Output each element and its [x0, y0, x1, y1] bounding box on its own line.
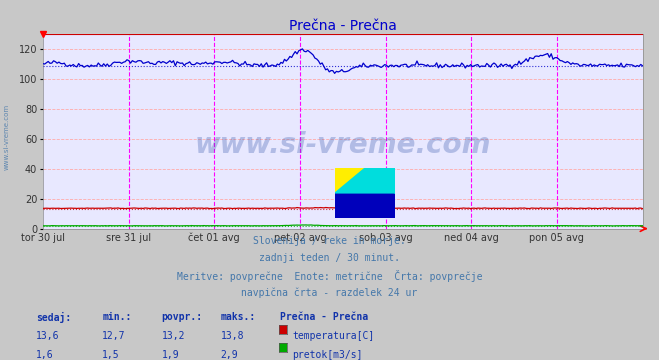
Text: temperatura[C]: temperatura[C] — [292, 331, 374, 341]
Polygon shape — [335, 193, 395, 218]
Text: Prečna - Prečna: Prečna - Prečna — [280, 312, 368, 322]
Text: 13,8: 13,8 — [221, 331, 244, 341]
Polygon shape — [335, 168, 395, 193]
Text: 2,9: 2,9 — [221, 350, 239, 360]
Text: sedaj:: sedaj: — [36, 312, 71, 323]
Polygon shape — [335, 168, 365, 193]
Text: 13,6: 13,6 — [36, 331, 60, 341]
Text: maks.:: maks.: — [221, 312, 256, 322]
Text: pretok[m3/s]: pretok[m3/s] — [292, 350, 362, 360]
Text: 1,9: 1,9 — [161, 350, 179, 360]
Text: 13,2: 13,2 — [161, 331, 185, 341]
Text: www.si-vreme.com: www.si-vreme.com — [3, 104, 10, 170]
Text: navpična črta - razdelek 24 ur: navpična črta - razdelek 24 ur — [241, 288, 418, 298]
Text: 12,7: 12,7 — [102, 331, 126, 341]
Text: povpr.:: povpr.: — [161, 312, 202, 322]
Text: min.:: min.: — [102, 312, 132, 322]
Text: www.si-vreme.com: www.si-vreme.com — [194, 131, 491, 159]
Text: Meritve: povprečne  Enote: metrične  Črta: povprečje: Meritve: povprečne Enote: metrične Črta:… — [177, 270, 482, 282]
Text: 1,6: 1,6 — [36, 350, 54, 360]
Text: zadnji teden / 30 minut.: zadnji teden / 30 minut. — [259, 253, 400, 263]
Text: 1,5: 1,5 — [102, 350, 120, 360]
Title: Prečna - Prečna: Prečna - Prečna — [289, 19, 397, 33]
Polygon shape — [365, 168, 395, 193]
Text: Slovenija / reke in morje.: Slovenija / reke in morje. — [253, 236, 406, 246]
